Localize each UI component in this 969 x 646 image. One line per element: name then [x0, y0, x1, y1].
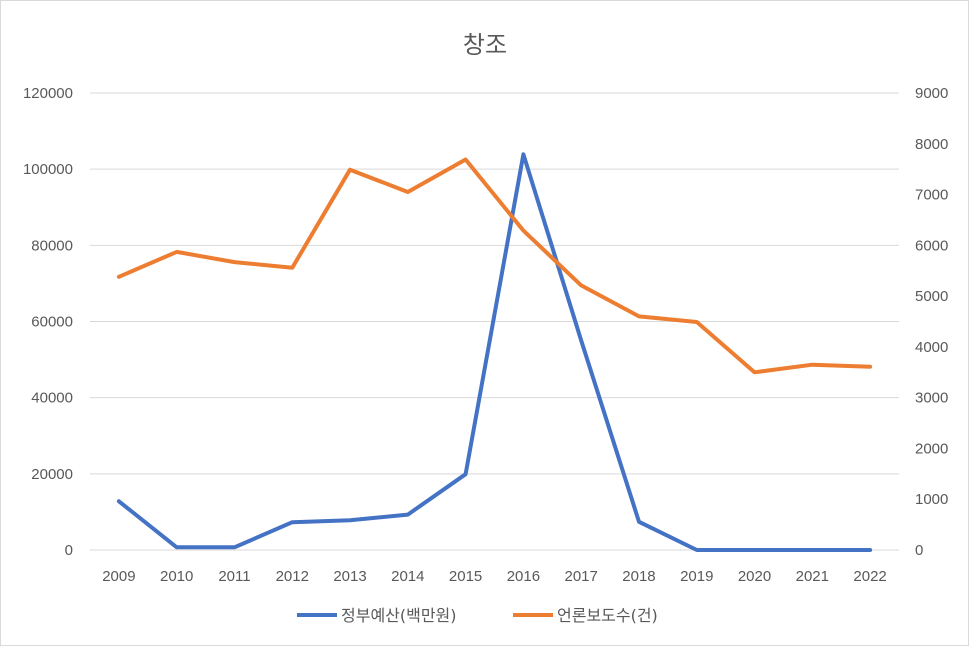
- x-axis-tick-label: 2015: [449, 568, 482, 585]
- data-point-press: [637, 315, 640, 318]
- right-axis-tick-label: 6000: [915, 237, 948, 254]
- data-point-press: [291, 266, 294, 269]
- data-point-budget: [117, 500, 120, 503]
- data-point-press: [522, 229, 525, 232]
- data-point-budget: [522, 153, 525, 156]
- right-axis-tick-label: 1000: [915, 491, 948, 508]
- right-axis-tick-label: 5000: [915, 288, 948, 305]
- data-point-press: [869, 365, 872, 368]
- x-axis-tick-label: 2011: [218, 568, 250, 585]
- data-point-press: [117, 275, 120, 278]
- right-axis-tick-label: 7000: [915, 187, 948, 204]
- x-axis-tick-label: 2021: [796, 568, 829, 585]
- data-point-press: [406, 191, 409, 194]
- x-axis-tick-label: 2017: [564, 568, 597, 585]
- x-axis-tick-label: 2014: [391, 568, 424, 585]
- series-line-budget: [116, 152, 873, 552]
- data-point-budget: [695, 549, 698, 552]
- x-axis: 2009 2010 2011 2012 2013 2014 2015 2016 2017 2018…: [102, 568, 887, 585]
- left-axis-tick-label: 80000: [31, 237, 73, 254]
- data-point-press: [695, 321, 698, 324]
- data-point-budget: [753, 549, 756, 552]
- data-point-press: [464, 158, 467, 161]
- left-axis-tick-label: 60000: [31, 314, 73, 331]
- right-axis-tick-label: 4000: [915, 339, 948, 356]
- series-lines: [116, 152, 873, 552]
- left-axis-tick-label: 40000: [31, 390, 73, 407]
- left-axis-tick-label: 100000: [23, 161, 73, 178]
- x-axis-tick-label: 2016: [507, 568, 540, 585]
- x-axis-tick-label: 2010: [160, 568, 193, 585]
- x-axis-tick-label: 2022: [853, 568, 886, 585]
- legend: 정부예산(백만원) 언론보도수(건): [297, 606, 658, 625]
- right-axis-tick-label: 3000: [915, 390, 948, 407]
- data-point-press: [233, 261, 236, 264]
- x-axis-tick-label: 2020: [738, 568, 771, 585]
- data-point-budget: [869, 549, 872, 552]
- data-point-budget: [637, 520, 640, 523]
- left-axis: 0 20000 40000 60000 80000 100000 120000: [23, 85, 73, 559]
- data-point-budget: [233, 546, 236, 549]
- x-axis-tick-label: 2009: [102, 568, 135, 585]
- data-point-budget: [349, 519, 352, 522]
- left-axis-tick-label: 20000: [31, 466, 73, 483]
- left-axis-tick-label: 0: [65, 542, 73, 559]
- data-point-budget: [811, 549, 814, 552]
- x-axis-tick-label: 2018: [622, 568, 655, 585]
- chart-title: 창조: [463, 31, 507, 59]
- gridlines: [90, 92, 899, 551]
- data-point-budget: [175, 546, 178, 549]
- right-axis: 0 1000 2000 3000 4000 5000 6000 7000 8000 9000: [915, 85, 948, 559]
- legend-label-budget: 정부예산(백만원): [341, 606, 457, 625]
- data-point-press: [175, 250, 178, 253]
- data-point-press: [349, 168, 352, 171]
- left-axis-tick-label: 120000: [23, 85, 73, 102]
- data-point-budget: [464, 473, 467, 476]
- data-point-budget: [580, 339, 583, 342]
- data-point-press: [811, 363, 814, 366]
- legend-label-press: 언론보도수(건): [557, 606, 658, 625]
- data-point-press: [580, 284, 583, 287]
- data-point-press: [753, 371, 756, 374]
- right-axis-tick-label: 2000: [915, 440, 948, 457]
- x-axis-tick-label: 2012: [276, 568, 309, 585]
- data-point-budget: [406, 513, 409, 516]
- data-point-budget: [291, 521, 294, 524]
- series-line-press: [116, 157, 873, 375]
- right-axis-tick-label: 0: [915, 542, 923, 559]
- right-axis-tick-label: 8000: [915, 136, 948, 153]
- x-axis-tick-label: 2013: [333, 568, 366, 585]
- right-axis-tick-label: 9000: [915, 85, 948, 102]
- x-axis-tick-label: 2019: [680, 568, 713, 585]
